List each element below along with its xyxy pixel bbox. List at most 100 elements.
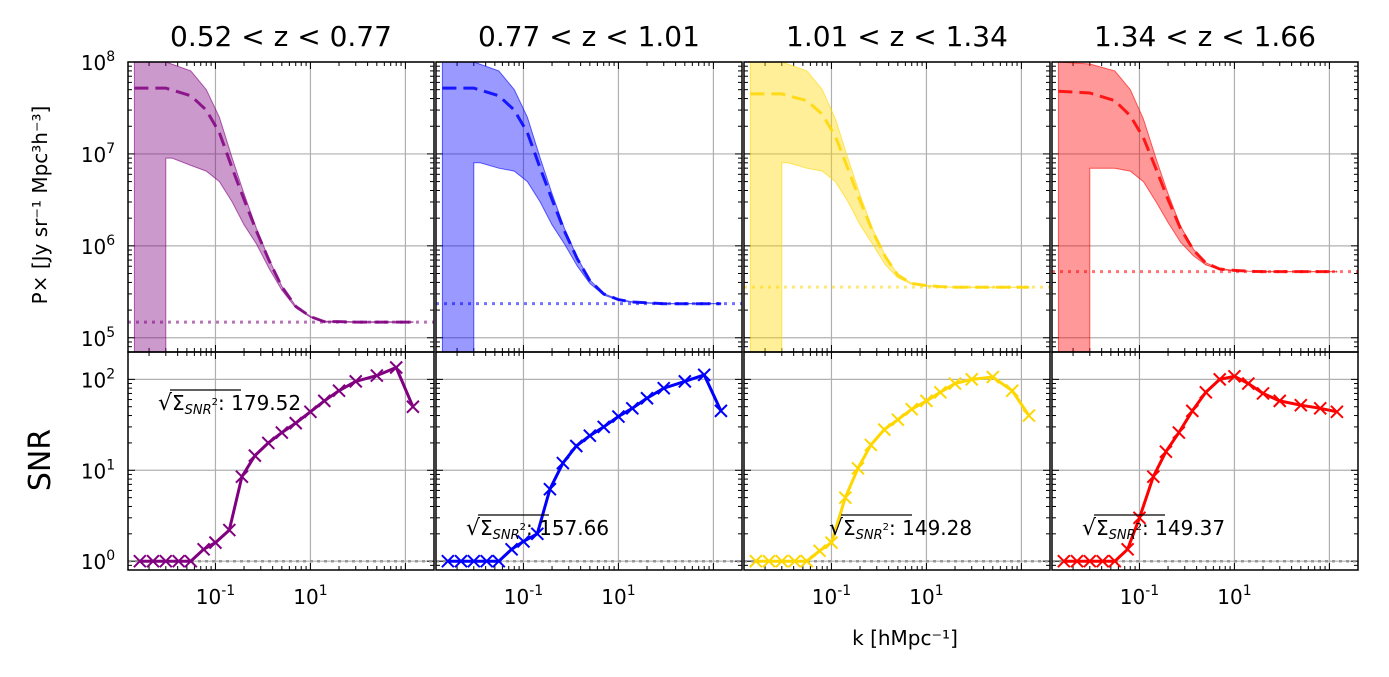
snr-marker: [146, 554, 160, 568]
snr-marker-stroke: [479, 554, 494, 568]
snr-marker-stroke: [1185, 404, 1199, 418]
snr-marker: [275, 425, 289, 440]
model-dashed-line: [442, 86, 721, 306]
snr-marker: [948, 376, 962, 391]
snr-marker: [303, 405, 318, 419]
snr-marker: [208, 535, 223, 550]
model-dashed-line: [750, 92, 1029, 289]
snr-marker: [556, 456, 570, 470]
snr-marker-stroke: [838, 490, 853, 505]
power-panel: 105 106 107 108 0.52 < z < 0.77: [81, 20, 435, 353]
snr-marker-stroke: [851, 461, 865, 476]
snr-marker: [657, 381, 671, 395]
snr-marker: [1083, 554, 1097, 568]
snr-marker: [1213, 372, 1227, 387]
snr-marker-stroke: [714, 404, 728, 418]
panel-border: [127, 351, 435, 571]
y-axis-label-bottom: SNR: [23, 429, 58, 491]
snr-marker: [864, 438, 878, 452]
snr-marker: [289, 416, 303, 430]
model-dashed-line: [134, 86, 413, 324]
snr-marker: [184, 554, 198, 568]
snr-marker-stroke: [1172, 425, 1186, 440]
snr-marker-stroke: [370, 368, 384, 383]
power-panel: 1.34 < z < 1.66: [1051, 20, 1359, 353]
snr-marker: [1070, 554, 1084, 568]
snr-marker-stroke: [208, 535, 223, 550]
snr-marker-stroke: [1313, 401, 1327, 416]
y-tick-label: 100: [81, 548, 115, 574]
snr-sum-label: ΣSNR2: 157.66: [480, 516, 609, 543]
snr-marker: [222, 523, 237, 537]
snr-marker-stroke: [275, 425, 289, 440]
snr-marker: [891, 412, 905, 427]
snr-marker: [714, 404, 728, 418]
snr-marker: [454, 554, 468, 568]
sqrt-symbol: √: [158, 391, 173, 416]
snr-marker: [159, 554, 173, 568]
snr-marker-stroke: [543, 482, 557, 496]
snr-marker-stroke: [516, 534, 531, 549]
snr-marker: [492, 554, 506, 568]
snr-marker-stroke: [1070, 554, 1084, 568]
snr-marker-stroke: [146, 554, 160, 568]
snr-marker-stroke: [303, 405, 318, 419]
snr-plot-area: [1052, 369, 1358, 568]
snr-marker-stroke: [389, 360, 403, 375]
snr-marker: [1294, 398, 1308, 412]
snr-marker: [800, 554, 814, 568]
snr-marker: [349, 374, 363, 389]
snr-marker: [933, 385, 948, 400]
snr-marker: [479, 554, 494, 568]
axes-text-layer: P× [Jy sr⁻¹ Mpc³h⁻³] SNR k [hMpc⁻¹]: [23, 106, 958, 650]
uncertainty-band: [441, 62, 722, 352]
snr-marker: [389, 360, 403, 375]
snr-marker-stroke: [749, 554, 763, 568]
snr-line: [755, 375, 1031, 563]
snr-marker-stroke: [891, 412, 905, 427]
snr-marker: [441, 554, 455, 568]
snr-marker: [640, 391, 654, 405]
snr-marker: [787, 554, 802, 568]
snr-marker-stroke: [289, 416, 303, 430]
snr-marker: [678, 374, 692, 389]
snr-marker: [1330, 405, 1344, 419]
snr-marker-stroke: [1273, 394, 1287, 408]
model-dashed-line: [1058, 89, 1337, 274]
snr-marker-stroke: [556, 456, 570, 470]
snr-marker-stroke: [184, 554, 198, 568]
x-tick-label: 101: [601, 583, 635, 609]
x-tick-label: 10-1: [812, 583, 851, 609]
snr-annotation: √ ΣSNR2: 149.37: [1082, 514, 1225, 543]
snr-marker-stroke: [657, 381, 671, 395]
snr-marker-stroke: [349, 374, 363, 389]
snr-marker: [625, 401, 640, 416]
power-panel: 1.01 < z < 1.34: [743, 20, 1051, 353]
snr-marker: [965, 372, 979, 387]
snr-marker: [516, 534, 531, 549]
snr-marker-stroke: [1108, 554, 1122, 568]
snr-marker-stroke: [697, 368, 711, 382]
snr-annotation: √ ΣSNR2: 179.52: [158, 389, 301, 418]
snr-marker-stroke: [824, 535, 839, 550]
snr-marker-stroke: [1146, 469, 1161, 484]
snr-marker-stroke: [905, 402, 919, 416]
snr-marker: [697, 368, 711, 382]
snr-marker: [1273, 394, 1287, 408]
snr-marker: [1132, 511, 1147, 525]
snr-marker: [1227, 369, 1242, 384]
uncertainty-band: [133, 62, 414, 352]
snr-marker-stroke: [317, 394, 332, 408]
snr-marker: [530, 527, 545, 541]
x-tick-label: 10-1: [196, 583, 235, 609]
snr-marker-stroke: [1057, 554, 1071, 568]
snr-marker: [1005, 384, 1019, 398]
snr-annotation: √ ΣSNR2: 149.28: [829, 514, 972, 543]
snr-plot-area: [436, 368, 742, 568]
snr-marker-stroke: [1120, 542, 1135, 557]
snr-marker-stroke: [248, 448, 262, 463]
snr-marker: [332, 384, 346, 398]
snr-marker-stroke: [235, 469, 249, 484]
snr-marker-stroke: [467, 554, 481, 568]
